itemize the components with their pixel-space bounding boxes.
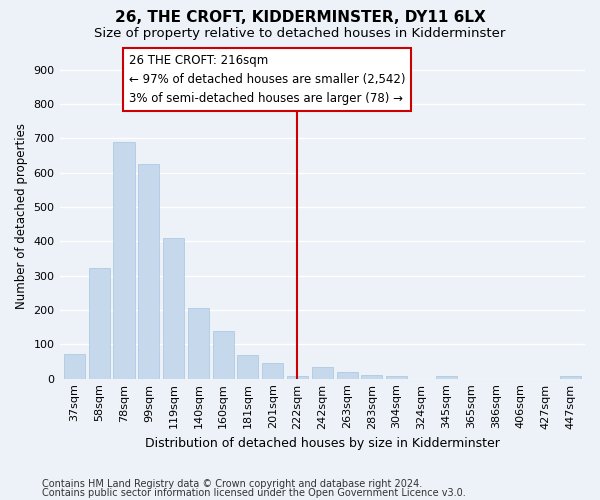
Bar: [361, 375, 382, 378]
Bar: [163, 238, 184, 378]
Y-axis label: Number of detached properties: Number of detached properties: [15, 122, 28, 308]
Bar: [287, 376, 308, 378]
Bar: [64, 354, 85, 378]
Bar: [212, 330, 233, 378]
Bar: [138, 164, 160, 378]
Text: Contains public sector information licensed under the Open Government Licence v3: Contains public sector information licen…: [42, 488, 466, 498]
Bar: [560, 376, 581, 378]
X-axis label: Distribution of detached houses by size in Kidderminster: Distribution of detached houses by size …: [145, 437, 500, 450]
Text: Size of property relative to detached houses in Kidderminster: Size of property relative to detached ho…: [94, 28, 506, 40]
Text: Contains HM Land Registry data © Crown copyright and database right 2024.: Contains HM Land Registry data © Crown c…: [42, 479, 422, 489]
Bar: [337, 372, 358, 378]
Bar: [113, 142, 134, 378]
Bar: [238, 354, 259, 378]
Bar: [262, 363, 283, 378]
Text: 26 THE CROFT: 216sqm
← 97% of detached houses are smaller (2,542)
3% of semi-det: 26 THE CROFT: 216sqm ← 97% of detached h…: [129, 54, 406, 105]
Bar: [436, 376, 457, 378]
Bar: [312, 368, 333, 378]
Text: 26, THE CROFT, KIDDERMINSTER, DY11 6LX: 26, THE CROFT, KIDDERMINSTER, DY11 6LX: [115, 10, 485, 25]
Bar: [386, 376, 407, 378]
Bar: [188, 308, 209, 378]
Bar: [89, 268, 110, 378]
